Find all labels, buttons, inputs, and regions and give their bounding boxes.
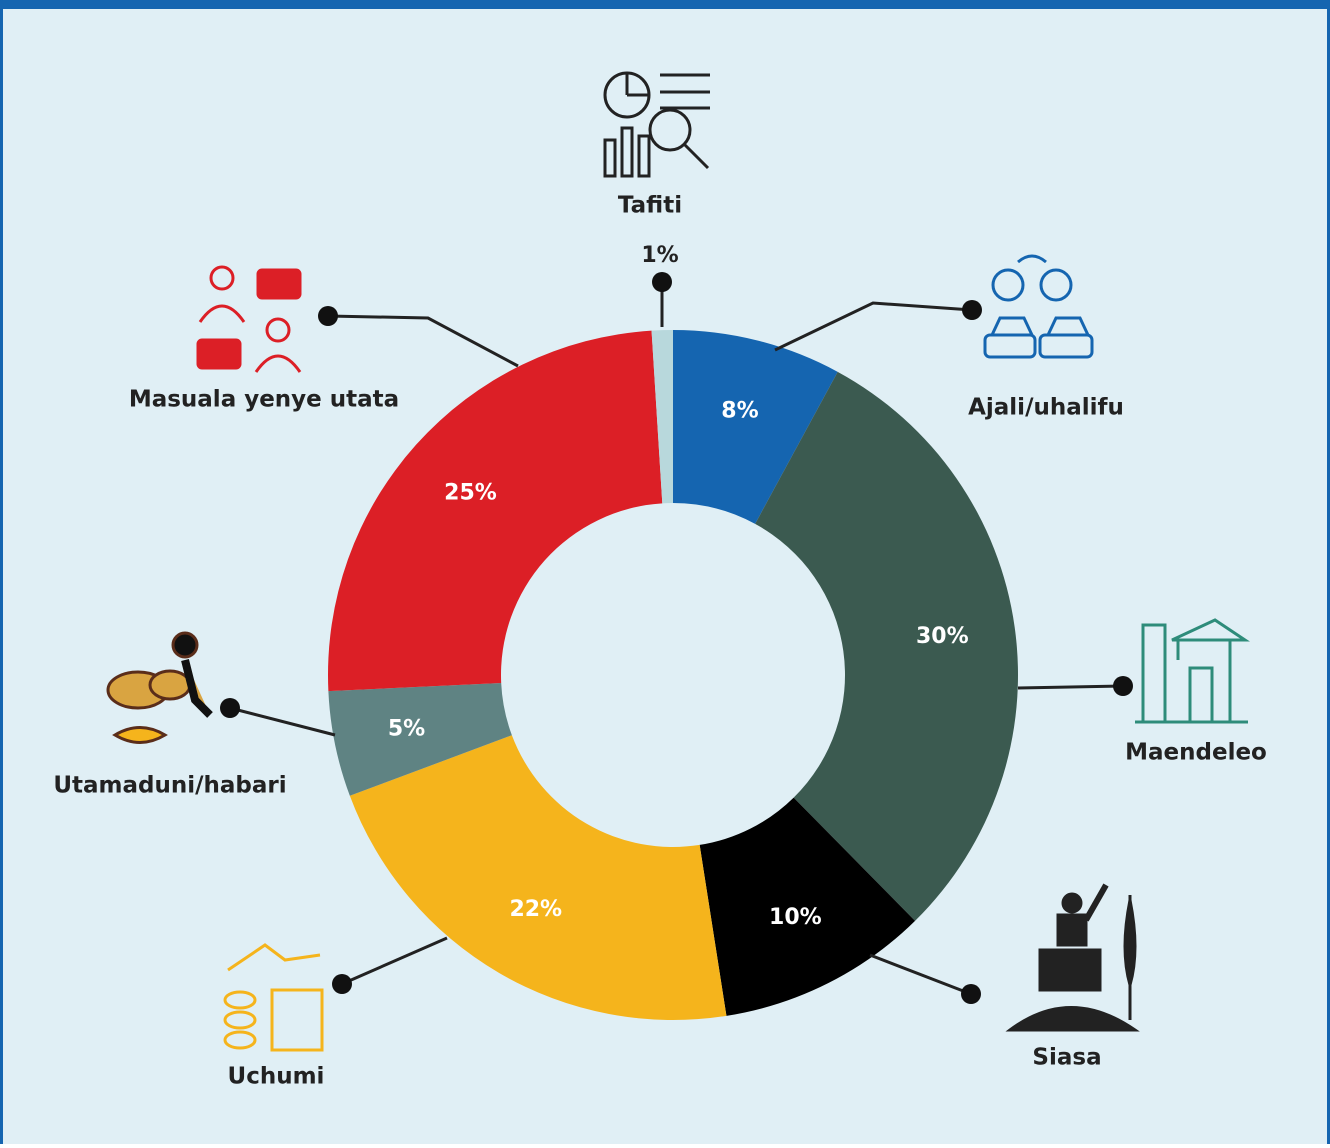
leader-dot [961, 984, 981, 1004]
icon-culture [106, 631, 213, 744]
category-label: Masuala yenye utata [129, 387, 399, 413]
slice [651, 330, 673, 504]
icon-development [1135, 618, 1250, 724]
value-label: 10% [769, 905, 822, 930]
value-label: 25% [444, 480, 497, 505]
leader-line [341, 936, 448, 986]
value-label: 22% [509, 897, 562, 922]
value-label: 1% [641, 243, 678, 268]
leader-line [1017, 684, 1124, 690]
slice [328, 683, 512, 796]
top-border [0, 0, 1330, 9]
category-label: Tafiti [618, 193, 682, 219]
right-border [1327, 0, 1330, 1144]
slice [673, 330, 838, 524]
leader-dot [652, 272, 672, 292]
slice [328, 330, 663, 692]
slice [755, 371, 1018, 921]
icon-politics [1005, 883, 1140, 1032]
icon-economy [223, 943, 324, 1052]
leader-line [869, 953, 972, 996]
category-label: Ajali/uhalifu [968, 395, 1124, 421]
leader-dot [962, 300, 982, 320]
slice [699, 797, 916, 1016]
category-label: Siasa [1032, 1045, 1101, 1071]
leader-dot [220, 698, 240, 718]
icon-crime [983, 254, 1094, 359]
value-label: 5% [388, 717, 425, 742]
icon-issues [196, 265, 302, 373]
category-label: Uchumi [228, 1064, 325, 1090]
leader-line [774, 301, 973, 352]
left-border [0, 0, 3, 1144]
leader-dot [1113, 676, 1133, 696]
value-label: 30% [916, 624, 969, 649]
category-label: Maendeleo [1125, 740, 1267, 766]
value-label: 8% [721, 398, 758, 423]
slice [349, 735, 727, 1020]
icon-research [603, 71, 710, 178]
category-label: Utamaduni/habari [53, 773, 286, 799]
leader-line [327, 314, 519, 368]
leader-dot [318, 306, 338, 326]
leader-line [229, 706, 336, 737]
icons [106, 71, 1250, 1052]
leader-dot [332, 974, 352, 994]
